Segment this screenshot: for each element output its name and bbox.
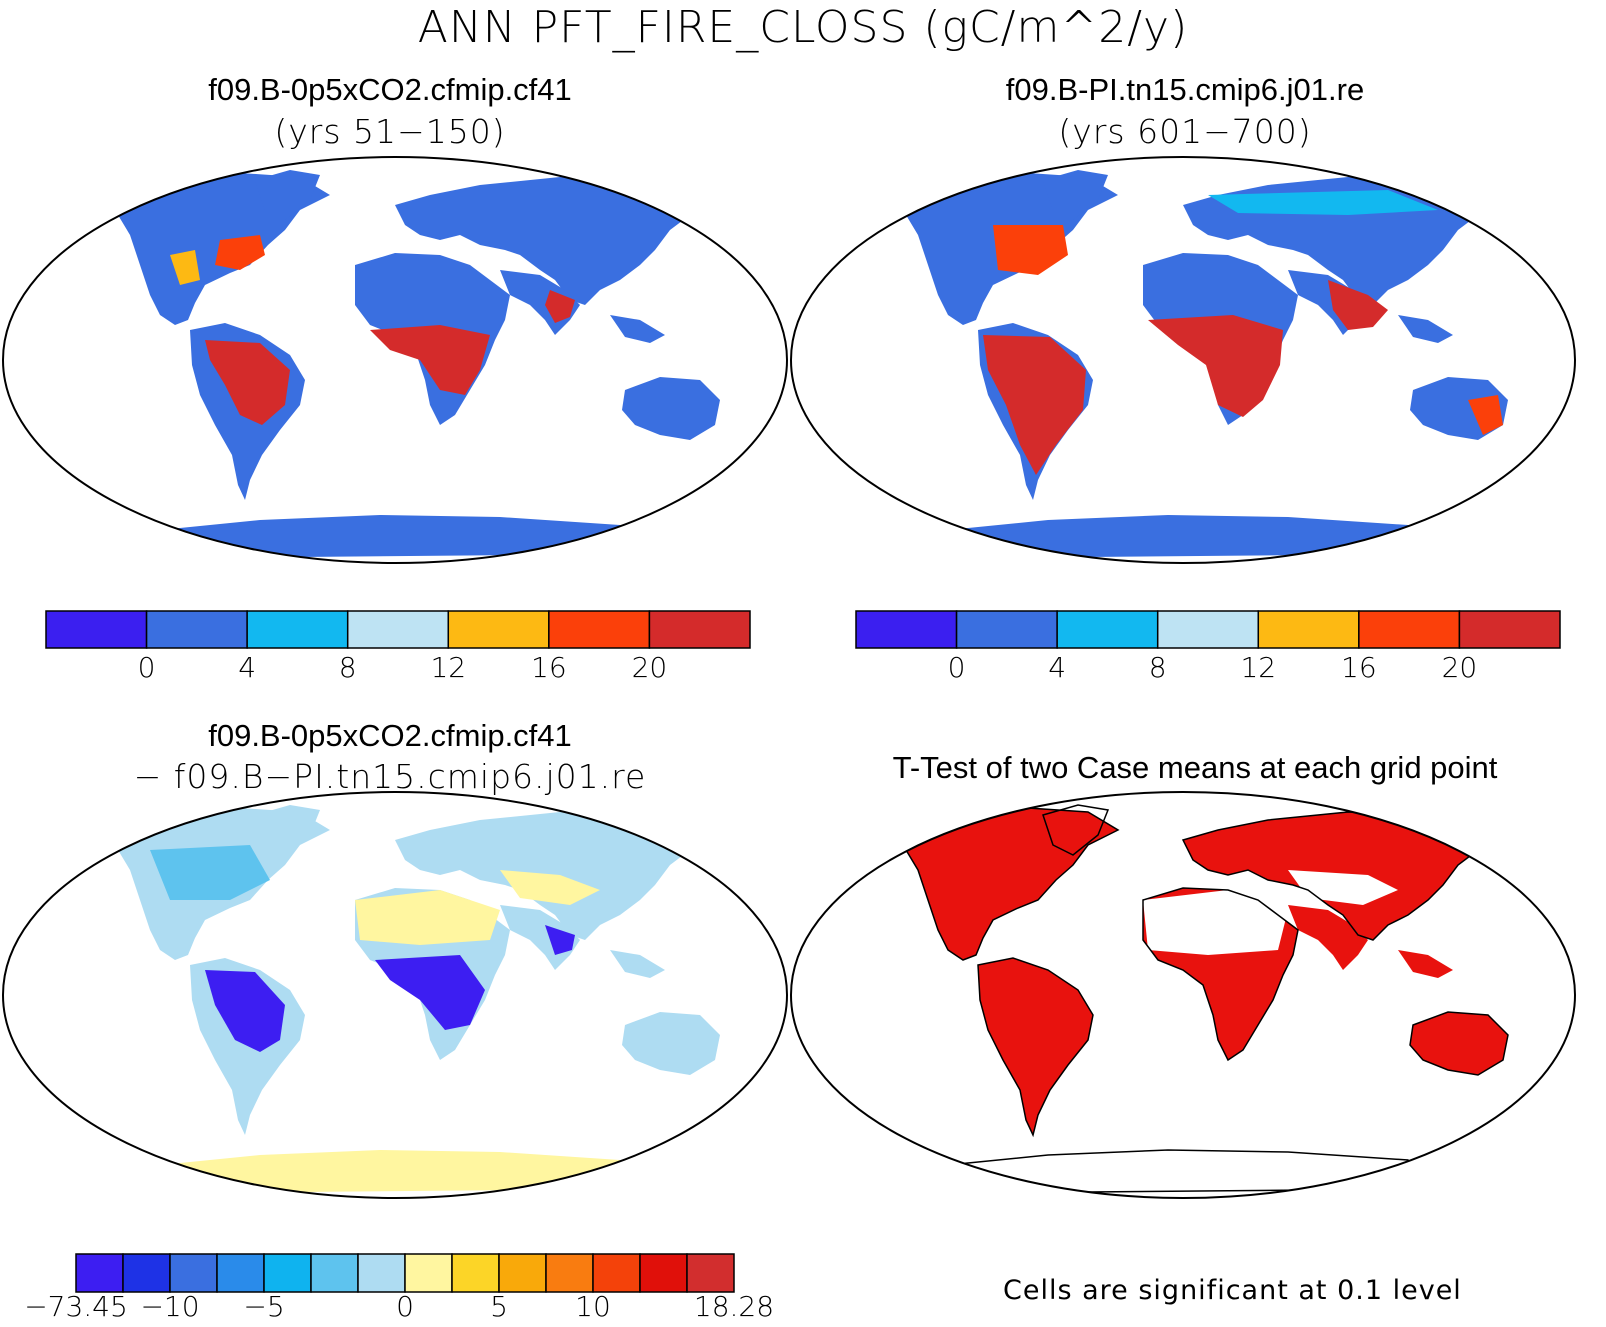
colorbar-tick-label: 16 <box>1341 651 1377 684</box>
map-top-left <box>2 156 788 564</box>
colorbar-swatch <box>451 1253 500 1293</box>
colorbar-swatch <box>639 1253 688 1293</box>
panel-subtitle-top-right: (yrs 601−700) <box>1058 112 1312 151</box>
colorbar-swatch <box>1458 610 1561 649</box>
panel-subtitle-top-left: (yrs 51−150) <box>274 112 506 151</box>
panel-title-bottom-left: f09.B-0p5xCO2.cfmip.cf41 <box>208 718 572 753</box>
colorbar-swatch <box>548 610 651 649</box>
colorbar-tick-label: −10 <box>140 1290 200 1323</box>
panel-title-top-right: f09.B-PI.tn15.cmip6.j01.re <box>1005 72 1365 107</box>
colorbar-swatch <box>1358 610 1461 649</box>
colorbar-tick-label: 12 <box>430 651 467 684</box>
panel-subtitle-bottom-left: − f09.B−PI.tn15.cmip6.j01.re <box>133 757 647 796</box>
significance-note: Cells are significant at 0.1 level <box>1003 1275 1462 1306</box>
colorbar-swatch <box>404 1253 453 1293</box>
colorbar-tick-label: 12 <box>1240 651 1277 684</box>
colorbar-swatch <box>545 1253 594 1293</box>
colorbar-swatch <box>1257 610 1360 649</box>
panel-title-top-left: f09.B-0p5xCO2.cfmip.cf41 <box>208 72 572 107</box>
colorbar-tick-label: −73.45 <box>24 1290 128 1323</box>
colorbar-swatch <box>122 1253 171 1293</box>
colorbar-tick-label: 0 <box>396 1290 414 1323</box>
colorbar-swatch <box>75 1253 124 1293</box>
colorbar-swatch <box>357 1253 406 1293</box>
colorbar-top-left <box>45 610 751 649</box>
colorbar-tick-label: 20 <box>631 651 668 684</box>
colorbar-swatch <box>1156 610 1260 649</box>
colorbar-swatch <box>855 610 958 649</box>
colorbar-tick-label: 5 <box>490 1290 508 1323</box>
colorbar-swatch <box>592 1253 641 1293</box>
colorbar-tick-label: 4 <box>238 651 257 684</box>
colorbar-swatch <box>263 1253 312 1293</box>
colorbar-bottom-left <box>75 1253 735 1293</box>
colorbar-tick-label: −5 <box>243 1290 285 1323</box>
colorbar-swatch <box>1056 610 1159 649</box>
colorbar-swatch <box>169 1253 218 1293</box>
colorbar-tick-label: 4 <box>1048 651 1067 684</box>
colorbar-swatch <box>686 1253 735 1293</box>
colorbar-tick-label: 10 <box>575 1290 611 1323</box>
colorbar-tick-label: 8 <box>338 651 357 684</box>
colorbar-swatch <box>216 1253 265 1293</box>
colorbar-swatch <box>346 610 450 649</box>
colorbar-tick-label: 8 <box>1148 651 1167 684</box>
figure-title: ANN PFT_FIRE_CLOSS (gC/m^2/y) <box>417 2 1189 53</box>
colorbar-swatch <box>246 610 349 649</box>
colorbar-tick-label: 20 <box>1441 651 1478 684</box>
map-bottom-right <box>790 791 1576 1199</box>
colorbar-tick-label: 0 <box>947 651 966 684</box>
colorbar-swatch <box>648 610 751 649</box>
colorbar-swatch <box>45 610 148 649</box>
colorbar-swatch <box>447 610 550 649</box>
colorbar-swatch <box>310 1253 359 1293</box>
panel-title-bottom-right: T-Test of two Case means at each grid po… <box>892 750 1498 785</box>
colorbar-tick-label: 18.28 <box>693 1290 775 1323</box>
map-bottom-left <box>2 791 788 1199</box>
colorbar-swatch <box>145 610 248 649</box>
colorbar-top-right <box>855 610 1561 649</box>
colorbar-tick-label: 0 <box>137 651 156 684</box>
map-top-right <box>790 156 1576 564</box>
colorbar-swatch <box>498 1253 547 1293</box>
colorbar-tick-label: 16 <box>531 651 567 684</box>
colorbar-swatch <box>955 610 1058 649</box>
